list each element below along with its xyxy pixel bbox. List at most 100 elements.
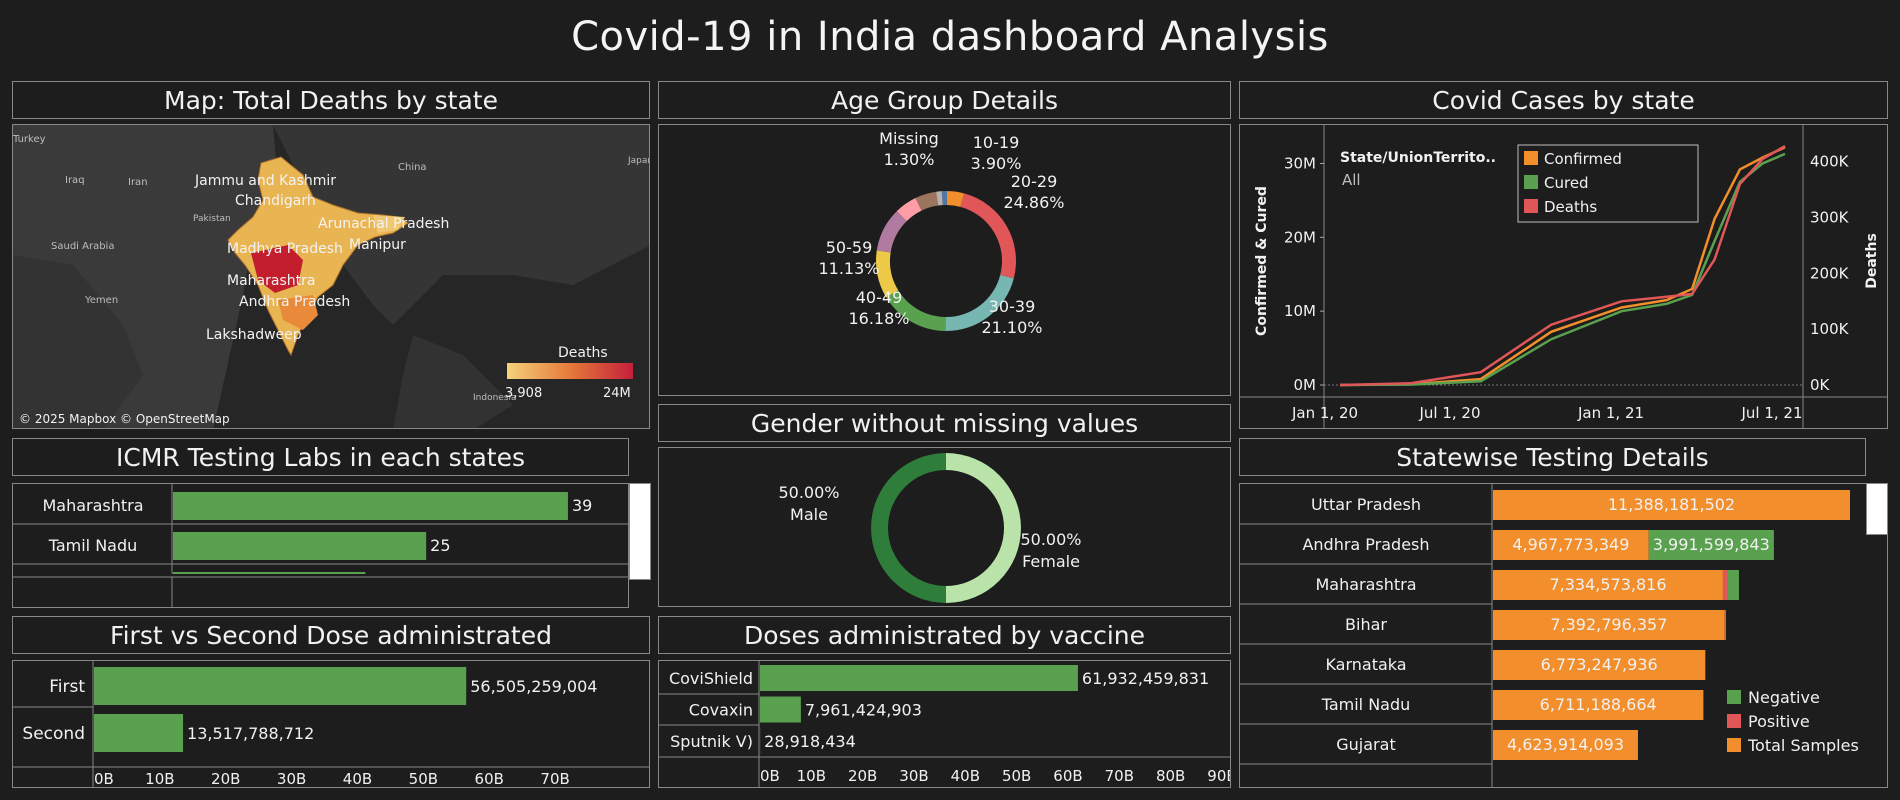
vaccine-tick-2: 20B [848,767,877,785]
legend-min: 3,908 [505,386,542,401]
vaccine-bar-0[interactable] [760,665,1078,691]
state-total-bar-3[interactable] [1493,610,1725,640]
dose-tick-3: 30B [277,770,306,788]
vaccine-tick-4: 40B [951,767,980,785]
dose-tick-1: 10B [145,770,174,788]
map-canvas[interactable]: Turkey Iraq Iran Saudi Arabia Yemen Paki… [13,125,650,429]
state-negative-bar-2[interactable] [1727,570,1739,600]
labs-bar-1[interactable] [173,532,427,560]
statewise-scrollbar[interactable] [1866,483,1888,535]
age-slice-2029[interactable] [960,193,1016,279]
vaccine-value-0: 61,932,459,831 [1082,669,1209,688]
legend-deaths[interactable]: Deaths [1544,198,1597,216]
state-filter-value[interactable]: All [1342,171,1361,189]
state-label-1: Andhra Pradesh [1302,535,1429,554]
labs-value-0: 39 [572,496,592,515]
state-positive-bar-2[interactable] [1722,570,1728,600]
map-attribution[interactable]: © 2025 Mapbox © OpenStreetMap [19,412,230,426]
labs-bar-0[interactable] [173,492,568,520]
gender-donut-chart[interactable]: 50.00% Male 50.00% Female [659,448,1231,607]
statewise-panel-title: Statewise Testing Details [1239,438,1866,476]
dose-tick-6: 60B [475,770,504,788]
age-slice-6069[interactable] [876,211,907,253]
left-tick-0: 0M [1294,376,1317,394]
state-total-bar-2[interactable] [1493,570,1723,600]
state-total-bar-1[interactable] [1493,530,1649,560]
state-total-bar-5[interactable] [1493,690,1704,720]
state-total-value-6: 4,623,914,093 [1507,735,1624,754]
vaccine-value-1: 7,961,424,903 [805,701,922,720]
x-tick-0: Jan 1, 20 [1291,404,1358,422]
dose-tick-2: 20B [211,770,240,788]
state-label-arunachal: Arunachal Pradesh [318,216,449,232]
state-total-bar-0[interactable] [1493,490,1850,520]
x-tick-3: Jul 1, 21 [1740,404,1802,422]
state-label-manipur: Manipur [349,237,406,253]
state-positive-bar-3[interactable] [1724,610,1727,640]
gender-slice-female[interactable] [946,453,1021,603]
dose-bar-chart[interactable]: First 56,505,259,004 Second 13,517,788,712 0… [13,661,650,788]
age-slice-4049[interactable] [886,290,946,331]
labs-panel-title: ICMR Testing Labs in each states [12,438,629,476]
age-slice-3039[interactable] [945,274,1014,331]
state-label-0: Uttar Pradesh [1311,495,1421,514]
vaccine-bar-1[interactable] [760,696,801,723]
female-label: Female [1022,552,1080,571]
state-total-value-3: 7,392,796,357 [1550,615,1667,634]
age-label-1-0: 10-19 [973,133,1020,152]
vaccine-tick-6: 60B [1053,767,1082,785]
dose-tick-4: 40B [343,770,372,788]
right-tick-2: 200K [1810,264,1850,282]
state-legend-total-samples[interactable]: Total Samples [1747,736,1859,755]
age-slice-1019[interactable] [946,191,965,207]
labs-scrollbar[interactable] [629,483,651,580]
state-total-bar-4[interactable] [1493,650,1706,680]
state-label-chandigarh: Chandigarh [235,193,316,209]
dose-label-1: Second [22,724,85,744]
age-slice-missing[interactable] [936,191,943,206]
legend-cured[interactable]: Cured [1544,174,1589,192]
state-filter-label[interactable]: State/UnionTerrito.. [1340,150,1496,166]
age-panel-title: Age Group Details [658,81,1231,119]
northeast-shape[interactable] [373,215,405,233]
gender-slice-male[interactable] [871,453,946,603]
vaccine-tick-8: 80B [1156,767,1185,785]
state-total-bar-6[interactable] [1493,730,1638,760]
andhra-shape[interactable] [278,295,318,330]
legend-swatch-cured [1524,175,1538,189]
vaccine-bar-panel: CoviShield 61,932,459,831 Covaxin 7,961,424… [658,660,1231,788]
age-slice-7079[interactable] [896,198,922,222]
age-label-4-0: 40-49 [856,288,903,307]
state-legend-positive[interactable]: Positive [1748,712,1810,731]
age-label-2-1: 24.86% [1003,193,1064,212]
x-tick-1: Jul 1, 20 [1418,404,1480,422]
age-label-4-1: 16.18% [848,309,909,328]
country-label-turkey: Turkey [13,134,46,145]
age-donut-chart[interactable]: 10-19 3.90%20-29 24.86% 30-39 21.10% 40-49 16.… [659,125,1231,396]
covid-line-chart[interactable]: Confirmed & Cured Deaths State/UnionTerr… [1240,125,1888,429]
age-label-9-0: Missing [879,129,939,148]
age-slice-5059[interactable] [876,250,899,298]
state-label-5: Tamil Nadu [1321,695,1411,714]
maharashtra-shape[interactable] [251,245,303,293]
deaths-map[interactable]: Turkey Iraq Iran Saudi Arabia Yemen Paki… [12,124,650,429]
state-total-value-4: 6,773,247,936 [1541,655,1658,674]
x-tick-2: Jan 1, 21 [1577,404,1644,422]
map-panel-title: Map: Total Deaths by state [12,81,650,119]
dose-bar-0[interactable] [94,667,467,705]
vaccine-bar-chart[interactable]: CoviShield 61,932,459,831 Covaxin 7,961,424… [659,661,1231,788]
statewise-bar-chart[interactable]: Uttar Pradesh 11,388,181,502 Andhra Prades… [1240,484,1888,788]
legend-confirmed[interactable]: Confirmed [1544,150,1622,168]
country-label-saudi: Saudi Arabia [51,241,114,252]
state-legend-swatch-1 [1727,714,1741,728]
age-slice-09[interactable] [941,191,948,206]
vaccine-tick-0: 0B [760,767,780,785]
line-deaths[interactable] [1339,145,1786,387]
age-slice-80[interactable] [915,191,939,211]
state-legend-negative[interactable]: Negative [1748,688,1820,707]
state-negative-bar-1[interactable] [1648,530,1774,560]
line-confirmed[interactable] [1339,146,1786,387]
dose-bar-1[interactable] [94,714,184,752]
right-tick-4: 400K [1810,153,1850,171]
